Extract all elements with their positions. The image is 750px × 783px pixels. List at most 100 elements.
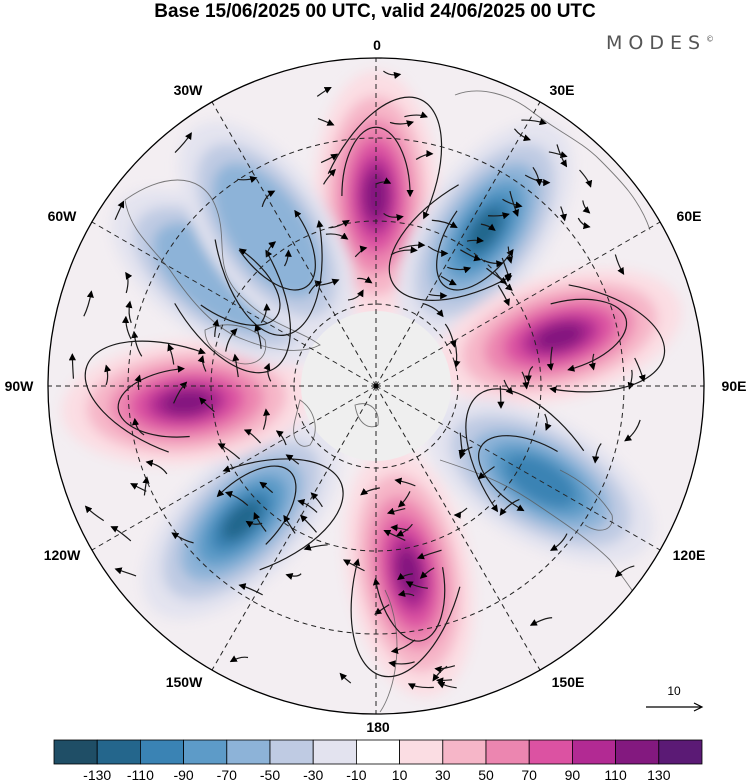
flow-arrow	[389, 120, 415, 128]
flow-arrow	[440, 275, 457, 286]
north-pole-marker	[373, 383, 379, 389]
flow-arrow	[131, 330, 143, 357]
flow-arrow	[486, 267, 508, 285]
flow-arrow	[499, 498, 520, 516]
meridian-line	[91, 221, 377, 387]
flow-arrow	[243, 429, 262, 444]
colorbar-tick-label: -50	[259, 767, 281, 783]
flow-arrow	[174, 132, 192, 153]
longitude-label-120e: 120E	[672, 547, 706, 563]
colorbar-tick-label: -70	[216, 767, 237, 783]
colorbar-tick-label: 110	[604, 767, 627, 783]
flow-arrow	[397, 491, 411, 508]
flow-arrow	[497, 385, 505, 409]
flow-arrow	[173, 381, 188, 404]
flow-arrow	[299, 514, 317, 533]
flow-arrow	[397, 589, 415, 597]
flow-arrow	[212, 318, 220, 337]
meridian-line	[91, 385, 377, 551]
flow-arrow	[283, 249, 292, 267]
flow-arrow	[521, 118, 547, 126]
flow-arrow	[419, 567, 435, 579]
flow-arrow	[114, 200, 125, 220]
flow-arrow	[458, 446, 473, 460]
flow-arrow	[316, 278, 340, 286]
flow-arrow	[197, 355, 207, 372]
colorbar-tick-label: 50	[478, 767, 494, 783]
flow-arrow	[466, 236, 485, 244]
flow-arrow	[303, 543, 328, 551]
flow-arrow	[460, 249, 482, 262]
streamline	[238, 209, 316, 291]
flow-arrow	[357, 276, 373, 284]
anomaly-contour	[467, 208, 503, 253]
flow-arrow	[383, 529, 406, 541]
flow-arrow	[383, 70, 402, 79]
longitude-label-30e: 30E	[549, 82, 575, 98]
flow-arrow	[390, 639, 416, 654]
flow-arrow	[634, 357, 646, 383]
flow-arrow	[342, 559, 365, 572]
flow-arrow	[167, 343, 175, 365]
flow-arrow	[577, 217, 591, 230]
flow-arrow	[121, 315, 132, 340]
flow-arrow	[260, 303, 271, 324]
flow-arrow	[509, 190, 519, 217]
flow-arrow	[550, 533, 568, 551]
flow-arrow	[199, 397, 215, 413]
flow-arrow	[253, 511, 267, 532]
map-boundary	[47, 57, 705, 715]
flow-arrow	[614, 254, 625, 275]
flow-arrow	[497, 284, 510, 307]
flow-arrow	[422, 302, 444, 318]
flow-arrow	[559, 206, 568, 222]
flow-arrow	[266, 241, 277, 257]
flow-arrow	[339, 672, 352, 684]
modes-brand-logo: MODES©	[606, 32, 714, 54]
flow-arrow	[404, 111, 428, 119]
flow-arrow	[532, 166, 543, 187]
longitude-label-60w: 60W	[47, 208, 77, 224]
flow-arrow	[544, 413, 552, 431]
flow-arrow	[134, 374, 142, 390]
longitude-label-120w: 120W	[43, 547, 81, 563]
flow-arrow	[83, 290, 94, 317]
flow-arrow	[502, 198, 523, 209]
flow-arrow	[592, 443, 602, 464]
meridian-line	[375, 385, 661, 551]
longitude-label-150e: 150E	[551, 674, 585, 690]
flow-arrow	[388, 660, 415, 668]
flow-arrow	[224, 490, 249, 507]
flow-arrow	[477, 466, 495, 480]
flow-arrow	[237, 176, 258, 183]
flow-arrow	[263, 362, 272, 382]
flow-arrow	[110, 526, 132, 542]
flow-arrow	[142, 476, 150, 496]
colorbar-tick-label: 70	[521, 767, 537, 783]
vector-scale-arrow-icon	[646, 702, 704, 712]
flow-arrow	[325, 232, 349, 240]
flow-arrow	[480, 223, 496, 231]
colorbar-tick-label: -130	[83, 767, 112, 783]
flow-arrow	[444, 323, 457, 348]
flow-arrow	[396, 523, 413, 537]
colorbar-tick-label: 130	[647, 767, 671, 783]
meridian-line	[375, 385, 541, 671]
flow-arrow	[624, 419, 641, 442]
flow-arrow	[506, 246, 513, 264]
flow-arrow	[125, 300, 133, 324]
colorbar-tick-label: 90	[564, 767, 581, 783]
flow-arrow	[285, 573, 302, 580]
flow-arrow	[131, 417, 145, 436]
flow-arrow	[104, 364, 112, 386]
flow-arrow	[487, 212, 510, 220]
flow-arrow	[320, 153, 339, 164]
flow-arrow	[614, 565, 635, 578]
flow-arrow	[354, 245, 368, 258]
flow-arrow	[283, 514, 296, 534]
longitude-label-0: 0	[373, 37, 381, 53]
flow-arrow	[427, 245, 449, 257]
flow-arrow	[323, 168, 336, 185]
graticule-lines	[48, 58, 704, 714]
